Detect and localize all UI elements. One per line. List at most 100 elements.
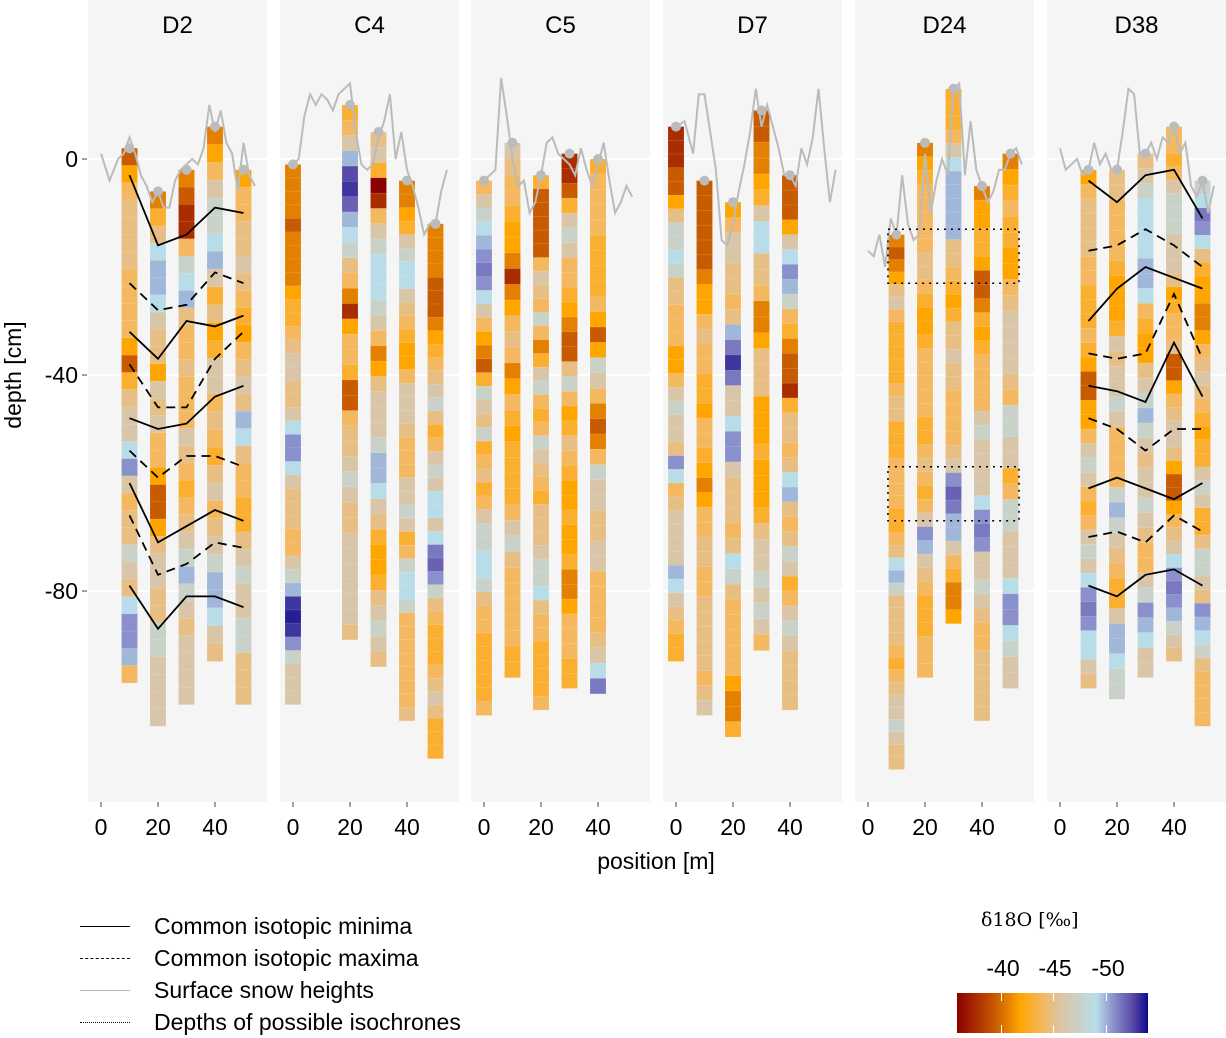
profile-layer <box>724 675 742 692</box>
profile-layer <box>667 564 685 580</box>
x-tick-label: 40 <box>394 814 420 840</box>
profile-layer <box>284 690 302 705</box>
profile-layer <box>341 486 359 503</box>
profile-layer <box>532 366 550 382</box>
profile-layer <box>973 537 991 553</box>
profile-layer <box>532 421 550 437</box>
profile-layer <box>916 622 934 637</box>
profile-layer <box>1108 638 1126 655</box>
grey-line-key <box>80 989 130 991</box>
profile-layer <box>696 581 713 597</box>
profile-layer <box>1002 593 1019 611</box>
profile-layer <box>284 663 302 678</box>
profile-layer <box>1002 357 1019 375</box>
profile-layer <box>888 731 905 745</box>
profile-layer <box>945 115 962 131</box>
profile-layer <box>1002 562 1019 579</box>
profile-layer <box>370 635 387 652</box>
profile-layer <box>945 527 962 542</box>
profile-layer <box>427 517 444 532</box>
profile-layer <box>475 413 493 428</box>
profile-layer <box>475 673 493 689</box>
profile-layer <box>284 258 302 273</box>
profile-layer <box>589 448 607 466</box>
panels: D2 0 20 40 C4 0 20 40 C5 0 20 40 D7 0 20 40 D24 0 20 40 D38 0… <box>88 0 1226 840</box>
solid-line-key <box>80 925 130 927</box>
profile-layer <box>235 221 252 240</box>
profile-layer <box>370 253 387 271</box>
profile-layer <box>1080 457 1097 473</box>
minima-line <box>128 314 244 361</box>
profile-layer <box>427 397 444 412</box>
profile-layer <box>1002 247 1019 265</box>
profile-layer <box>696 403 713 419</box>
profile-layer <box>284 191 302 206</box>
profile-layer <box>589 265 607 282</box>
profile-layer <box>1080 327 1097 344</box>
profile-layer <box>888 470 905 484</box>
profile-layer <box>1137 467 1154 484</box>
profile-layer <box>696 596 713 612</box>
profile-layer <box>724 476 742 493</box>
profile-layer <box>973 593 991 609</box>
profile-layer <box>781 382 799 399</box>
profile-layer <box>475 290 493 305</box>
profile-layer <box>696 358 713 375</box>
surface-point <box>181 164 192 175</box>
profile-layer <box>398 450 416 465</box>
profile-layer <box>753 507 770 524</box>
profile-layer <box>724 461 742 478</box>
legend-item-maxima: Common isotopic maxima <box>80 942 461 974</box>
profile-layer <box>781 249 799 265</box>
profile-layer <box>667 263 685 278</box>
profile-layer <box>1137 228 1154 244</box>
profile-layer <box>589 219 607 236</box>
profile-layer <box>1080 601 1097 617</box>
profile-layer <box>149 311 167 330</box>
surface-point <box>507 137 518 148</box>
profile-layer <box>973 551 991 567</box>
profile-layer <box>753 316 770 334</box>
profile-layer <box>1137 512 1154 529</box>
profile-layer <box>724 507 742 524</box>
profile-layer <box>427 236 444 252</box>
profile-layer <box>504 189 521 207</box>
legend-label: Surface snow heights <box>154 976 374 1003</box>
profile-layer <box>696 685 713 701</box>
profile-layer <box>724 706 742 723</box>
profile-layer <box>206 233 224 252</box>
profile-layer <box>561 539 578 556</box>
profile-layer <box>206 625 224 644</box>
profile-layer <box>398 355 416 371</box>
profile-layer <box>532 270 550 286</box>
profile-layer <box>284 461 302 476</box>
profile-layer <box>1137 497 1154 514</box>
surface-point <box>564 148 575 159</box>
profile-layer <box>753 538 770 556</box>
profile-layer <box>753 411 770 429</box>
profile-layer <box>398 652 416 668</box>
profile-layer <box>1080 284 1097 300</box>
surface-point <box>430 218 441 229</box>
profile-layer <box>753 380 770 397</box>
profile-layer <box>945 184 962 200</box>
profile-layer <box>724 324 742 341</box>
profile-layer <box>589 403 607 420</box>
profile-layer <box>589 387 607 404</box>
profile-layer <box>398 193 416 209</box>
profile-layer <box>696 210 713 226</box>
surface-point <box>948 83 959 94</box>
profile-layer <box>1108 623 1126 640</box>
profile-layer <box>1080 183 1097 200</box>
profile-layer <box>504 661 521 678</box>
profile-layer <box>370 589 387 607</box>
profile-layer <box>667 510 685 525</box>
profile-layer <box>235 204 252 223</box>
profile-layer <box>532 517 550 533</box>
profile-layer <box>667 578 685 594</box>
profile-layer <box>398 382 416 398</box>
surface-point <box>1197 175 1208 186</box>
profile-layer <box>121 182 138 201</box>
profile-layer <box>284 272 302 287</box>
profile-layer <box>1108 562 1126 579</box>
